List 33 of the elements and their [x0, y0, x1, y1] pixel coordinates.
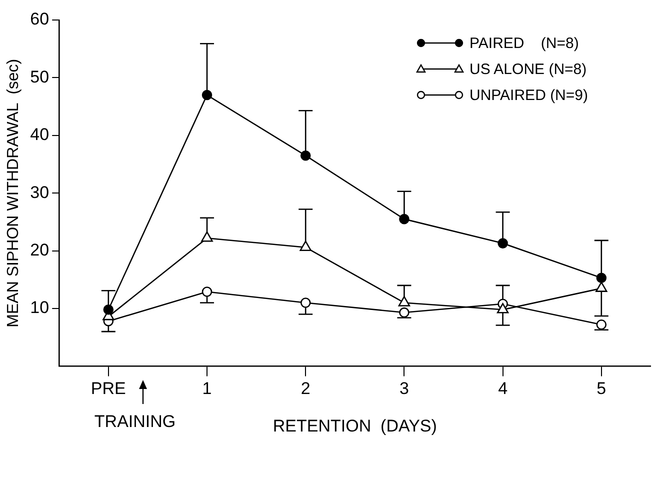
point [202, 90, 212, 100]
point [300, 150, 311, 161]
point [596, 282, 608, 292]
y-tick-label: 50 [30, 67, 50, 86]
y-tick-label: 10 [30, 298, 50, 318]
text: TRAINING [94, 412, 176, 432]
point [300, 240, 312, 251]
point [498, 238, 508, 248]
legend-label: PAIRED (N=8) [470, 34, 579, 52]
y-tick-label: 20 [30, 240, 50, 260]
y-axis-title: MEAN SIPHON WITHDRAWAL (sec) [5, 58, 22, 328]
legend-label: UNPAIRED (N=9) [470, 86, 588, 104]
y-tick-label: 40 [30, 125, 50, 144]
x-tick-label: 4 [498, 379, 508, 398]
x-tick-label: 5 [596, 379, 606, 398]
point [399, 214, 410, 224]
y-tick-label: 30 [30, 182, 50, 202]
point [202, 286, 212, 297]
x-tick-label: 2 [300, 379, 310, 398]
point [398, 296, 410, 306]
x-axis-title: RETENTION (DAYS) [272, 416, 437, 436]
point [103, 304, 114, 315]
point [399, 307, 410, 318]
x-tick-label: PRE [90, 379, 126, 398]
y-tick-label: 60 [30, 10, 50, 29]
point [596, 272, 607, 284]
point [596, 320, 607, 330]
legend-label: US ALONE (N=8) [470, 60, 587, 78]
x-tick-label: 3 [399, 379, 409, 398]
point [300, 298, 311, 308]
x-tick-label: 1 [202, 379, 212, 398]
point [201, 231, 213, 242]
point [496, 303, 509, 314]
